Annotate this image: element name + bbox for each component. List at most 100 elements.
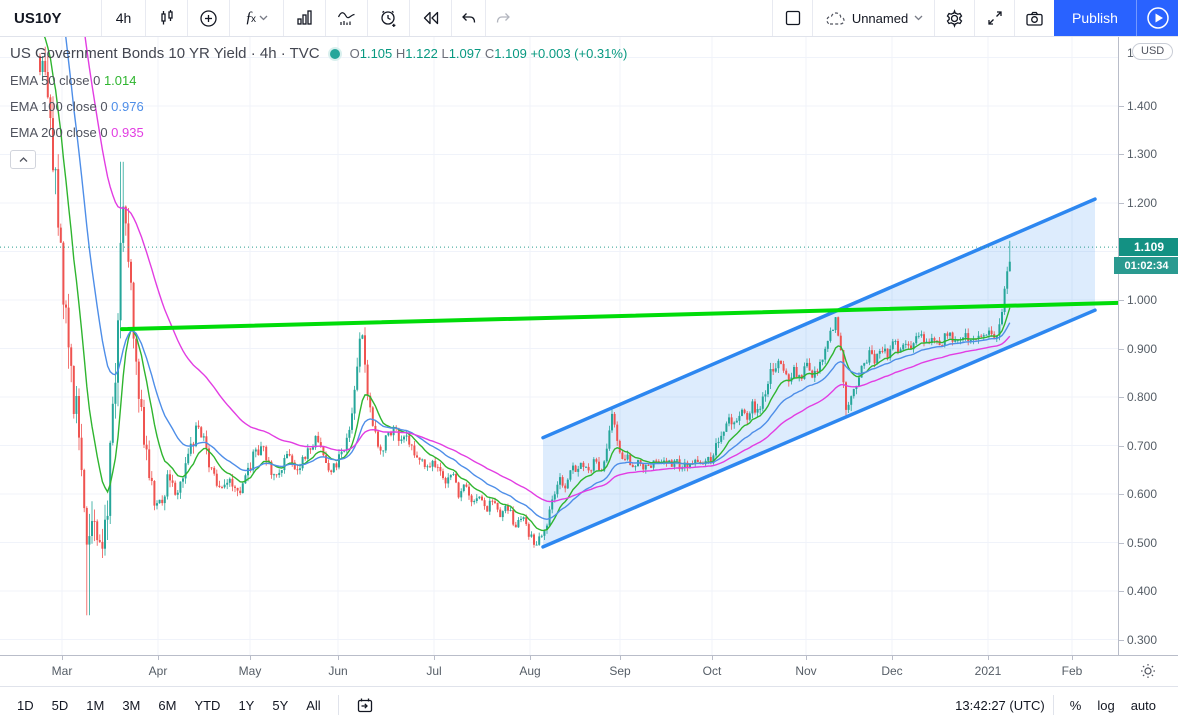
- indicator-value: 0.935: [111, 125, 144, 140]
- cloud-icon: [824, 11, 846, 26]
- price-axis-label: 1.200: [1127, 196, 1158, 210]
- indicator-label: EMA 200 close 0: [10, 125, 112, 140]
- go-to-date-button[interactable]: [347, 693, 383, 718]
- axis-tick: [1119, 543, 1124, 544]
- timezone-button[interactable]: 13:42:27 (UTC): [955, 697, 1045, 713]
- top-toolbar-right: Unnamed: [772, 0, 1178, 36]
- alarm-clock-plus-icon: [379, 9, 398, 28]
- indicator-label: EMA 100 close 0: [10, 99, 112, 114]
- price-axis-label: 1.400: [1127, 99, 1158, 113]
- indicator-value: 0.976: [111, 99, 144, 114]
- axis-tick: [62, 656, 63, 660]
- range-button-1m[interactable]: 1M: [86, 697, 105, 713]
- divider: [337, 695, 339, 715]
- time-axis-label: May: [238, 664, 262, 678]
- axis-tick: [1119, 154, 1124, 155]
- top-toolbar: US10Y 4h ƒx: [0, 0, 1178, 37]
- time-axis-label: 2021: [974, 664, 1002, 678]
- ohlc-values: O1.105 H1.122 L1.097 C1.109 +0.003 (+0.3…: [349, 46, 628, 61]
- axis-tick: [988, 656, 989, 660]
- price-axis-label: 0.900: [1127, 342, 1158, 356]
- bar-countdown-tag: 01:02:34: [1114, 257, 1178, 274]
- range-button-5d[interactable]: 5D: [51, 697, 69, 713]
- axis-tick: [158, 656, 159, 660]
- legend-symbol-title[interactable]: US Government Bonds 10 YR Yield · 4h · T…: [10, 45, 320, 62]
- indicator-value: 1.014: [103, 73, 137, 88]
- interval-button[interactable]: 4h: [102, 0, 146, 36]
- time-axis-label: Feb: [1061, 664, 1083, 678]
- go-to-date-icon: [356, 697, 374, 714]
- chart-legend: US Government Bonds 10 YR Yield · 4h · T…: [10, 45, 627, 169]
- time-axis-label: Oct: [702, 664, 722, 678]
- symbol-search-button[interactable]: US10Y: [0, 0, 102, 36]
- publish-play-button[interactable]: [1136, 0, 1178, 36]
- chevron-down-icon: [914, 15, 923, 21]
- range-button-ytd[interactable]: YTD: [194, 697, 221, 713]
- undo-button[interactable]: [452, 0, 486, 36]
- axis-tick: [1119, 203, 1124, 204]
- gear-icon: [945, 8, 964, 28]
- price-axis[interactable]: 1 USD 1.400 1.300 1.200 1.000 0.900 0.800 0.70…: [1114, 37, 1178, 655]
- time-axis-label: Nov: [795, 664, 817, 678]
- layout-select-button[interactable]: [772, 0, 812, 36]
- price-axis-label: 0.500: [1127, 536, 1158, 550]
- auto-scale-button[interactable]: auto: [1130, 697, 1156, 713]
- bottom-toolbar: 1D 5D 1M 3M 6M YTD 1Y 5Y All 13:42:27 (UTC) % lo…: [0, 686, 1178, 723]
- redo-arrow-icon: [495, 11, 512, 26]
- forecast-button[interactable]: [326, 0, 368, 36]
- axis-tick: [1072, 656, 1073, 660]
- log-scale-button[interactable]: log: [1097, 697, 1115, 713]
- divider: [1052, 695, 1054, 715]
- alert-button[interactable]: [368, 0, 410, 36]
- bottom-toolbar-right: 13:42:27 (UTC) % log auto: [955, 694, 1178, 717]
- indicators-button[interactable]: ƒx: [230, 0, 284, 36]
- legend-collapse-button[interactable]: [10, 150, 36, 169]
- price-axis-top-label: 1: [1127, 46, 1134, 60]
- indicator-row[interactable]: EMA 50 close 0 1.014: [10, 73, 627, 88]
- chart-style-button[interactable]: [146, 0, 188, 36]
- axis-tick: [1119, 494, 1124, 495]
- axis-settings-corner[interactable]: [1118, 655, 1178, 686]
- rewind-icon: [422, 11, 440, 25]
- indicator-row[interactable]: EMA 200 close 0 0.935: [10, 125, 627, 140]
- time-axis-label: Jun: [328, 664, 348, 678]
- columns-icon: [296, 10, 313, 26]
- time-axis[interactable]: Mar Apr May Jun Jul Aug Sep Oct Nov Dec 2021 Feb: [0, 655, 1118, 686]
- axis-tick: [250, 656, 251, 660]
- fullscreen-button[interactable]: [974, 0, 1014, 36]
- fx-icon: ƒx: [245, 9, 256, 26]
- bar-replay-button[interactable]: [410, 0, 452, 36]
- publish-button[interactable]: Publish: [1054, 0, 1136, 36]
- indicator-row[interactable]: EMA 100 close 0 0.976: [10, 99, 627, 114]
- range-button-all[interactable]: All: [306, 697, 321, 713]
- price-axis-label: 0.600: [1127, 487, 1158, 501]
- cloud-save-button[interactable]: Unnamed: [812, 0, 934, 36]
- axis-tick: [434, 656, 435, 660]
- forecast-wave-icon: [337, 10, 356, 27]
- templates-button[interactable]: [284, 0, 326, 36]
- range-button-1d[interactable]: 1D: [17, 697, 34, 713]
- percent-scale-button[interactable]: %: [1069, 697, 1082, 713]
- redo-button[interactable]: [486, 0, 520, 36]
- date-range-buttons: 1D 5D 1M 3M 6M YTD 1Y 5Y All: [0, 694, 330, 717]
- time-axis-label: Dec: [881, 664, 903, 678]
- candlestick-icon: [158, 9, 176, 27]
- axis-tick: [1119, 106, 1124, 107]
- play-circle-icon: [1145, 5, 1171, 31]
- range-button-1y[interactable]: 1Y: [238, 697, 255, 713]
- chart-canvas[interactable]: US Government Bonds 10 YR Yield · 4h · T…: [0, 37, 1118, 655]
- price-axis-label: 0.400: [1127, 584, 1158, 598]
- range-button-6m[interactable]: 6M: [158, 697, 177, 713]
- undo-arrow-icon: [460, 11, 477, 26]
- price-chart[interactable]: [0, 37, 1118, 655]
- range-button-3m[interactable]: 3M: [122, 697, 141, 713]
- axis-tick: [338, 656, 339, 660]
- chart-settings-button[interactable]: [934, 0, 974, 36]
- compare-button[interactable]: [188, 0, 230, 36]
- currency-badge[interactable]: USD: [1132, 43, 1174, 60]
- range-button-5y[interactable]: 5Y: [272, 697, 289, 713]
- sun-icon: [1140, 663, 1156, 679]
- screenshot-button[interactable]: [1014, 0, 1054, 36]
- price-axis-label: 1.300: [1127, 147, 1158, 161]
